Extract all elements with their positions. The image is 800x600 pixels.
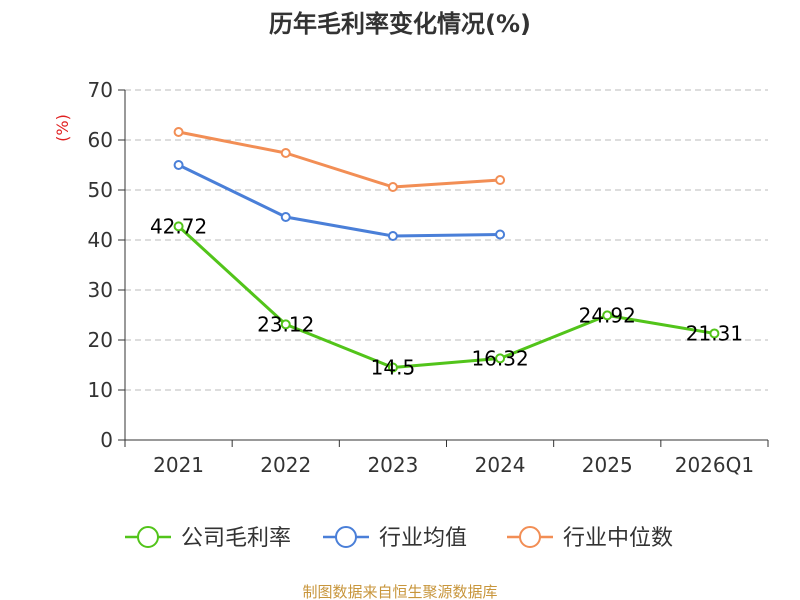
data-point xyxy=(387,182,398,192)
legend-swatch-marker xyxy=(137,526,159,548)
data-point xyxy=(495,229,506,240)
series-line xyxy=(177,224,716,369)
legend-label: 行业均值 xyxy=(379,526,467,551)
chart-title: 历年毛利率变化情况(%) xyxy=(269,10,531,38)
x-tick-label: 2021 xyxy=(153,453,204,477)
y-tick-label: 60 xyxy=(88,128,113,152)
data-point xyxy=(495,353,506,364)
axes: 0 10 20 30 40 50 60 70 2021 2022 2023 2024 2025 2026Q… xyxy=(88,78,769,477)
data-label: 16.32 xyxy=(471,346,528,370)
data-point xyxy=(173,160,184,170)
data-point xyxy=(602,310,613,321)
data-point xyxy=(280,212,291,222)
y-tick-label: 40 xyxy=(88,228,113,252)
y-axis-unit: (%) xyxy=(53,114,72,142)
legend: 公司毛利率 行业均值 行业中位数 xyxy=(125,526,673,551)
data-point xyxy=(387,231,398,241)
y-tick-label: 0 xyxy=(100,428,113,452)
source-note: 制图数据来自恒生聚源数据库 xyxy=(302,583,497,600)
series-line xyxy=(177,130,502,189)
data-point xyxy=(280,148,291,158)
data-point xyxy=(709,328,720,339)
x-tick-label: 2022 xyxy=(260,453,311,477)
legend-swatch-marker xyxy=(335,526,357,548)
data-point xyxy=(387,362,398,373)
x-tick-label: 2023 xyxy=(367,453,418,477)
data-label: 14.5 xyxy=(371,356,416,380)
y-tick-label: 20 xyxy=(88,328,113,352)
legend-swatch-marker xyxy=(519,526,541,548)
data-point xyxy=(173,127,184,137)
legend-item[interactable]: 公司毛利率 xyxy=(125,526,291,551)
data-point xyxy=(280,319,291,330)
legend-item[interactable]: 行业均值 xyxy=(323,526,467,551)
data-point xyxy=(495,175,506,185)
data-label: 23.12 xyxy=(257,312,314,336)
x-tick-label: 2026Q1 xyxy=(675,453,754,477)
legend-label: 行业中位数 xyxy=(563,526,673,551)
data-labels: 42.72 23.12 14.5 16.32 24.92 21.31 xyxy=(150,214,743,379)
x-tick-label: 2025 xyxy=(582,453,633,477)
y-tick-label: 30 xyxy=(88,278,113,302)
legend-label: 公司毛利率 xyxy=(181,526,291,551)
legend-item[interactable]: 行业中位数 xyxy=(507,526,673,551)
series xyxy=(173,127,720,373)
y-tick-label: 70 xyxy=(88,78,113,102)
y-tick-label: 10 xyxy=(88,378,113,402)
grid xyxy=(125,89,768,391)
data-point xyxy=(173,221,184,232)
x-tick-label: 2024 xyxy=(475,453,526,477)
y-tick-label: 50 xyxy=(88,178,113,202)
data-label: 24.92 xyxy=(579,303,636,327)
series-line xyxy=(177,163,502,238)
data-label: 21.31 xyxy=(686,321,743,345)
data-label: 42.72 xyxy=(150,214,207,238)
